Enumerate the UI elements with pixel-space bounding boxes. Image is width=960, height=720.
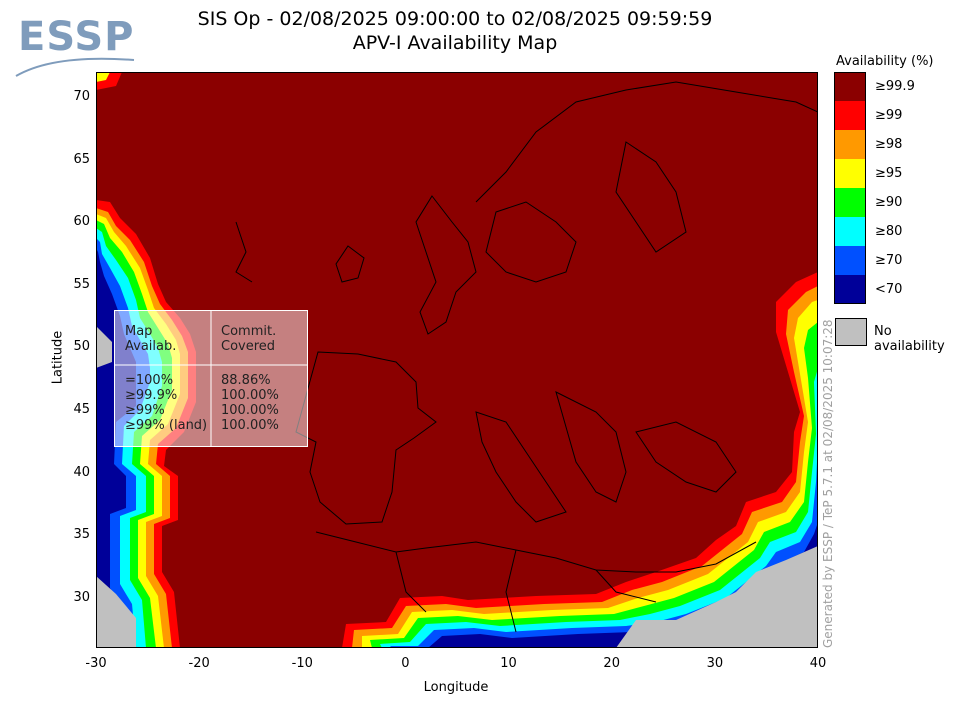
y-tick-label: 40 xyxy=(73,464,90,480)
legend-swatch xyxy=(834,101,866,130)
legend-label: ≥90 xyxy=(875,195,903,210)
legend-label: ≥80 xyxy=(875,224,903,239)
legend-swatch xyxy=(834,72,866,101)
x-tick-label: -30 xyxy=(85,656,107,671)
stats-header-map-availability: Map Availab. xyxy=(125,324,177,354)
y-tick-label: 45 xyxy=(73,402,90,418)
south-coverage-gradient xyxy=(342,272,818,648)
coastlines xyxy=(235,81,818,633)
map-subtitle: APV-I Availability Map xyxy=(352,32,558,54)
stats-thresholds: =100% ≥99.9% ≥99% ≥99% (land) xyxy=(125,373,208,433)
y-tick-label: 65 xyxy=(73,151,90,167)
legend-label: ≥95 xyxy=(875,166,903,181)
y-tick-label: 35 xyxy=(73,527,90,543)
stats-header-commit-covered: Commit. Covered xyxy=(221,324,277,354)
generated-by-note: Generated by ESSP / TeP 5.7.1 at 02/08/2… xyxy=(821,319,835,648)
y-tick-label: 50 xyxy=(73,339,90,355)
availability-stats-box: Map Availab. Commit. Covered =100% ≥99.9… xyxy=(114,310,308,447)
essp-logo: ESSP xyxy=(14,14,144,84)
y-tick-label: 60 xyxy=(73,214,90,230)
x-tick-label: 20 xyxy=(603,656,620,671)
x-tick-label: 0 xyxy=(401,656,410,671)
y-tick-label: 30 xyxy=(73,589,90,605)
logo-text: ESSP xyxy=(18,14,135,60)
y-axis-label: Latitude xyxy=(50,330,66,385)
x-tick-label: -10 xyxy=(291,656,313,671)
legend-label: ≥70 xyxy=(875,253,903,268)
legend-label: ≥99.9 xyxy=(875,79,915,94)
y-tick-label: 70 xyxy=(73,89,90,105)
legend-label: ≥99 xyxy=(875,108,903,123)
logo-swoosh-icon xyxy=(15,57,135,77)
x-axis-label: Longitude xyxy=(423,680,489,695)
legend-no-availability-swatch xyxy=(835,318,867,346)
legend-swatch xyxy=(834,188,866,217)
legend-swatch xyxy=(834,130,866,159)
legend-swatch xyxy=(834,159,866,188)
y-tick-label: 55 xyxy=(73,276,90,292)
x-tick-label: 30 xyxy=(706,656,724,671)
legend-label: ≥98 xyxy=(875,137,903,152)
x-tick-label: -20 xyxy=(188,656,210,671)
legend-swatch xyxy=(834,217,866,246)
legend-no-availability-label: No availability xyxy=(874,324,945,354)
legend-swatch xyxy=(834,275,866,304)
x-tick-label: 40 xyxy=(809,656,827,671)
legend-label: <70 xyxy=(875,282,903,297)
legend-swatch xyxy=(834,246,866,275)
legend-title: Availability (%) xyxy=(836,54,934,69)
map-title: SIS Op - 02/08/2025 09:00:00 to 02/08/20… xyxy=(197,8,713,30)
stats-values: 88.86% 100.00% 100.00% 100.00% xyxy=(221,373,279,433)
x-tick-label: 10 xyxy=(500,656,517,671)
map-frame xyxy=(96,72,818,648)
